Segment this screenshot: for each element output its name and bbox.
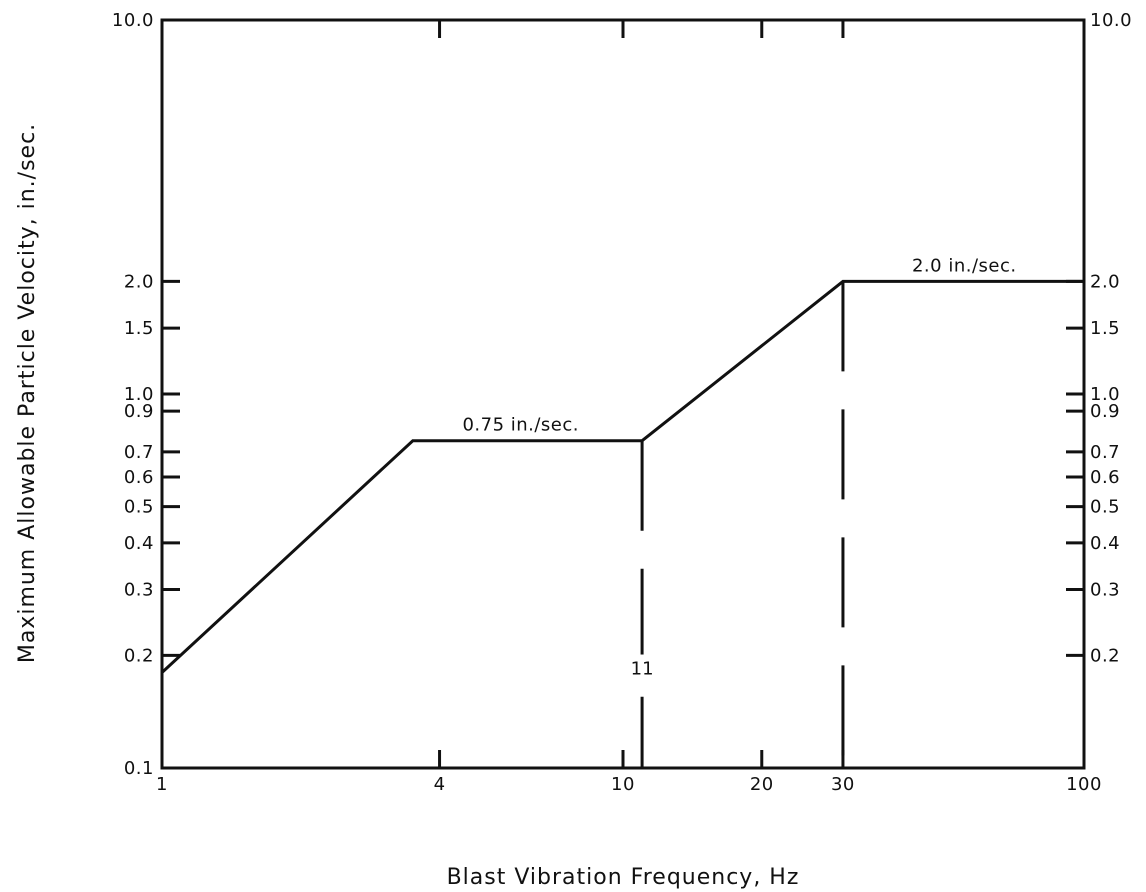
annotations: 0.75 in./sec. 2.0 in./sec.	[462, 255, 1016, 435]
x-axis-label: Blast Vibration Frequency, Hz	[447, 865, 800, 890]
y-axis-label: Maximum Allowable Particle Velocity, in.…	[15, 123, 40, 663]
left-y-tick-label: 1.0	[124, 384, 154, 405]
right-y-tick-label: 0.2	[1090, 645, 1120, 666]
x-tick-label: 100	[1066, 774, 1102, 795]
plot-border	[160, 18, 1086, 770]
vertical-markers: 11	[628, 281, 845, 768]
left-y-tick-label: 0.6	[124, 467, 154, 488]
series-line	[160, 279, 1084, 674]
right-y-tick-label: 0.7	[1090, 442, 1120, 463]
right-y-tick-label: 0.5	[1090, 497, 1120, 518]
left-y-tick-label: 0.5	[124, 497, 154, 518]
x-tick-label: 1	[156, 774, 168, 795]
right-y-tick-label: 0.6	[1090, 467, 1120, 488]
right-y-axis-ticks: 0.2 0.3 0.4 0.5 0.6 0.7 0.91.0 1.5 2.0 10.0	[1066, 10, 1132, 666]
x-axis-ticks: 1 4 10 20 30 100	[156, 20, 1102, 795]
right-y-tick-label: 2.0	[1090, 271, 1120, 292]
left-y-tick-label: 2.0	[124, 271, 154, 292]
x-tick-label: 4	[434, 774, 446, 795]
right-y-tick-label: 10.0	[1090, 10, 1132, 31]
x-tick-label: 10	[611, 774, 635, 795]
vertical-marker-label: 11	[631, 659, 654, 680]
left-y-tick-label: 0.3	[124, 580, 154, 601]
left-y-tick-label: 0.1	[124, 758, 154, 779]
left-y-tick-label: 10.0	[112, 10, 154, 31]
right-y-tick-label: 1.5	[1090, 318, 1120, 339]
left-y-tick-label: 0.7	[124, 442, 154, 463]
plot-frame	[160, 18, 1086, 770]
right-y-tick-label: 0.4	[1090, 533, 1120, 554]
left-y-tick-label: 1.5	[124, 318, 154, 339]
right-y-tick-label: 1.0	[1090, 384, 1120, 405]
vertical-marker-label-bg	[628, 654, 657, 681]
series-lines	[160, 279, 1084, 674]
right-y-tick-label: 0.3	[1090, 580, 1120, 601]
left-y-axis-ticks: 0.1 0.2 0.3 0.4 0.5 0.6 0.7 0.91.0 1.5 2.0 10.0	[112, 10, 180, 779]
x-tick-label: 20	[750, 774, 774, 795]
x-tick-label: 30	[831, 774, 855, 795]
left-y-tick-label: 0.9	[124, 401, 154, 422]
annotation-label: 0.75 in./sec.	[462, 415, 579, 436]
left-y-tick-label: 0.2	[124, 645, 154, 666]
right-y-tick-label: 0.9	[1090, 401, 1120, 422]
annotation-label: 2.0 in./sec.	[912, 255, 1017, 276]
left-y-tick-label: 0.4	[124, 533, 154, 554]
